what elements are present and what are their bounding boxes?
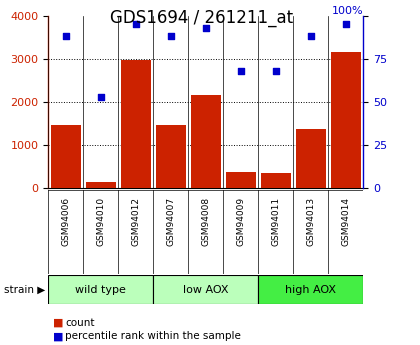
Text: low AOX: low AOX bbox=[183, 285, 228, 295]
Point bbox=[273, 68, 279, 73]
Text: GSM94013: GSM94013 bbox=[306, 197, 315, 246]
Bar bbox=[86, 181, 116, 188]
Text: GDS1694 / 261211_at: GDS1694 / 261211_at bbox=[110, 9, 293, 27]
Text: ■: ■ bbox=[52, 332, 63, 341]
Text: wild type: wild type bbox=[75, 285, 126, 295]
Text: ■: ■ bbox=[52, 318, 63, 327]
Text: percentile rank within the sample: percentile rank within the sample bbox=[65, 332, 241, 341]
Text: GSM94008: GSM94008 bbox=[201, 197, 210, 246]
Bar bbox=[331, 52, 361, 188]
Text: GSM94012: GSM94012 bbox=[131, 197, 140, 246]
Bar bbox=[261, 173, 291, 188]
Bar bbox=[296, 128, 326, 188]
Point bbox=[307, 33, 314, 39]
Point bbox=[97, 94, 104, 99]
Bar bbox=[258, 275, 363, 304]
Bar bbox=[51, 126, 81, 188]
Text: GSM94006: GSM94006 bbox=[61, 197, 70, 246]
Text: GSM94009: GSM94009 bbox=[236, 197, 245, 246]
Text: GSM94011: GSM94011 bbox=[271, 197, 280, 246]
Text: GSM94014: GSM94014 bbox=[341, 197, 350, 246]
Bar bbox=[226, 171, 256, 188]
Text: GSM94007: GSM94007 bbox=[166, 197, 175, 246]
Point bbox=[132, 21, 139, 27]
Bar bbox=[153, 275, 258, 304]
Bar bbox=[121, 59, 151, 188]
Bar bbox=[48, 275, 153, 304]
Point bbox=[342, 21, 349, 27]
Point bbox=[237, 68, 244, 73]
Point bbox=[168, 33, 174, 39]
Point bbox=[63, 33, 69, 39]
Bar bbox=[191, 95, 220, 188]
Text: 100%: 100% bbox=[332, 6, 363, 16]
Text: strain ▶: strain ▶ bbox=[4, 285, 45, 295]
Text: count: count bbox=[65, 318, 94, 327]
Text: high AOX: high AOX bbox=[285, 285, 336, 295]
Bar bbox=[156, 125, 186, 188]
Point bbox=[202, 25, 209, 30]
Text: GSM94010: GSM94010 bbox=[96, 197, 105, 246]
